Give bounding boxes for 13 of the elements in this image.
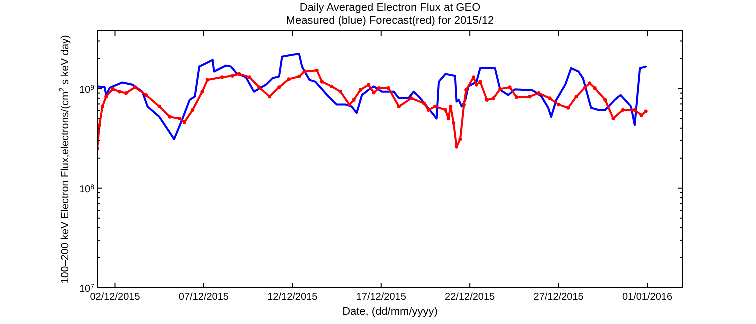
x-axis-title: Date, (dd/mm/yyyy): [342, 306, 438, 318]
chart-title: Daily Averaged Electron Flux at GEO: [300, 2, 482, 14]
x-tick-label: 17/12/2015: [356, 292, 407, 303]
x-tick-label: 27/12/2015: [534, 292, 584, 303]
x-tick-label: 12/12/2015: [268, 292, 318, 303]
chart-subtitle: Measured (blue) Forecast(red) for 2015/12: [286, 15, 494, 27]
y-tick-label: 10$^{8}$: [79, 184, 95, 196]
y-tick-label: 10$^{9}$: [79, 84, 95, 96]
x-tick-label: 02/12/2015: [90, 292, 141, 303]
line-series: [98, 53, 648, 140]
x-tick-label: 07/12/2015: [178, 292, 230, 303]
x-tick-label: 01/01/2016: [622, 292, 673, 303]
x-tick-label: 22/12/2015: [445, 292, 496, 303]
